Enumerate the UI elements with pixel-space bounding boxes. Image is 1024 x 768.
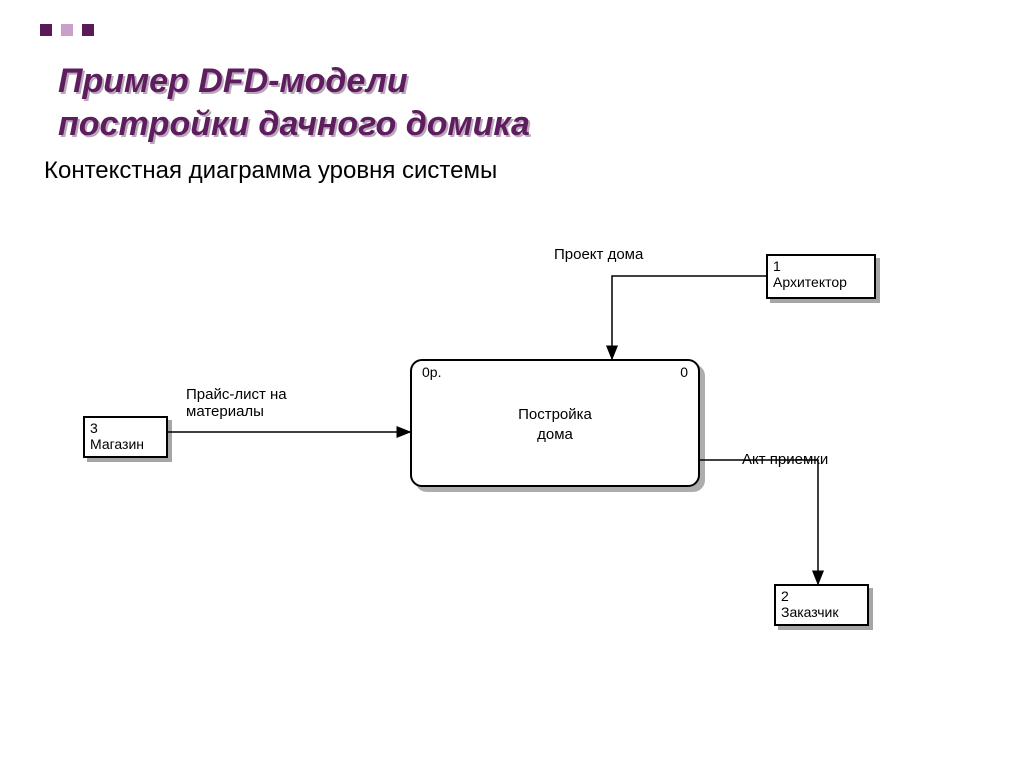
process-title: Постройкадома bbox=[412, 383, 698, 444]
flow-label-f3: Акт приемки bbox=[742, 451, 828, 468]
entity-num: 3 bbox=[90, 420, 161, 436]
external-entity-architect: 1Архитектор bbox=[766, 254, 876, 299]
flow-label-f1: Проект дома bbox=[554, 246, 643, 263]
entity-num: 2 bbox=[781, 588, 862, 604]
external-entity-shop: 3Магазин bbox=[83, 416, 168, 458]
process-build: 0р. 0 Постройкадома bbox=[410, 359, 700, 487]
dfd-diagram: 1Архитектор 3Магазин 2Заказчик 0р. 0 Постройк… bbox=[0, 0, 1024, 768]
flow-f3 bbox=[700, 460, 818, 584]
process-id-right: 0 bbox=[680, 364, 688, 380]
entity-label: Архитектор bbox=[773, 274, 869, 290]
entity-num: 1 bbox=[773, 258, 869, 274]
process-header: 0р. 0 bbox=[412, 361, 698, 383]
entity-label: Магазин bbox=[90, 436, 161, 452]
flow-label-f2: Прайс-лист наматериалы bbox=[186, 386, 287, 421]
entity-label: Заказчик bbox=[781, 604, 862, 620]
external-entity-customer: 2Заказчик bbox=[774, 584, 869, 626]
flow-f1 bbox=[612, 276, 766, 359]
process-id-left: 0р. bbox=[422, 364, 441, 380]
